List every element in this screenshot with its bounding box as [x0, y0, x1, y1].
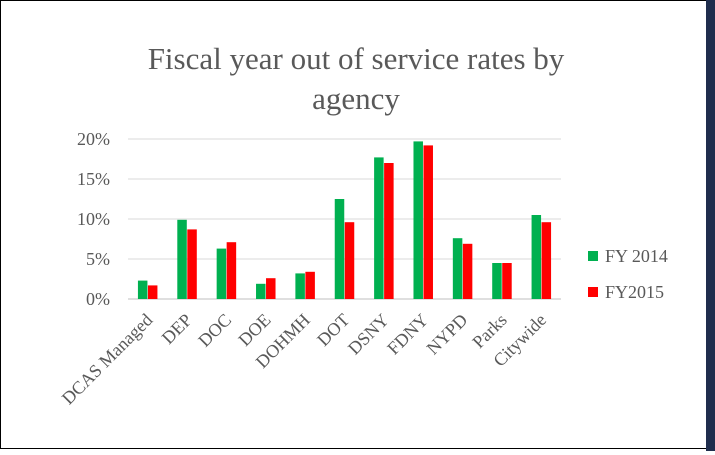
- legend-label: FY2015: [605, 282, 664, 302]
- bar-fy2015: [226, 242, 237, 299]
- bar-fy2014: [492, 263, 502, 299]
- category-label: FDNY: [383, 310, 432, 359]
- legend: FY 2014 FY2015: [588, 246, 668, 302]
- y-tick-label: 15%: [77, 169, 110, 189]
- bar-fy2014: [177, 219, 187, 299]
- bar-fy2014: [452, 238, 463, 299]
- category-label: NYPD: [423, 310, 472, 359]
- bar-fy2014: [531, 215, 542, 299]
- bar-fy2014: [256, 283, 266, 299]
- bar-fy2015: [266, 278, 276, 299]
- legend-label: FY 2014: [605, 246, 668, 266]
- bar-fy2015: [344, 222, 355, 299]
- category-label: DOC: [194, 310, 235, 351]
- bar-fy2015: [305, 271, 315, 299]
- bar-fy2014: [295, 273, 305, 299]
- bar-fy2014: [374, 157, 384, 299]
- category-label: DCAS Managed: [58, 310, 157, 409]
- category-label: DEP: [158, 310, 196, 348]
- bar-fy2014: [137, 280, 148, 299]
- legend-swatch: [588, 287, 598, 297]
- y-tick-label: 5%: [86, 249, 110, 269]
- chart-title-line-1: Fiscal year out of service rates by: [148, 41, 565, 76]
- bar-fy2014: [216, 248, 227, 299]
- bar-fy2015: [187, 229, 197, 299]
- bars: [137, 141, 552, 299]
- bar-fy2014: [334, 199, 345, 299]
- chart-title-line-2: agency: [312, 81, 400, 116]
- y-tick-label: 10%: [77, 209, 110, 229]
- y-axis-ticks: 0% 5% 10% 15% 20%: [77, 129, 110, 309]
- bar-fy2015: [384, 163, 394, 299]
- bar-fy2014: [413, 141, 423, 299]
- window-edge: [706, 0, 715, 451]
- category-label: DSNY: [344, 310, 393, 359]
- gridlines: [128, 138, 561, 300]
- bar-fy2015: [147, 285, 158, 299]
- legend-swatch: [588, 251, 598, 261]
- bar-fy2015: [502, 263, 512, 299]
- y-tick-label: 20%: [77, 129, 110, 149]
- bar-fy2015: [423, 145, 433, 299]
- bar-fy2015: [541, 222, 552, 299]
- bar-fy2015: [462, 243, 473, 299]
- y-tick-label: 0%: [86, 289, 110, 309]
